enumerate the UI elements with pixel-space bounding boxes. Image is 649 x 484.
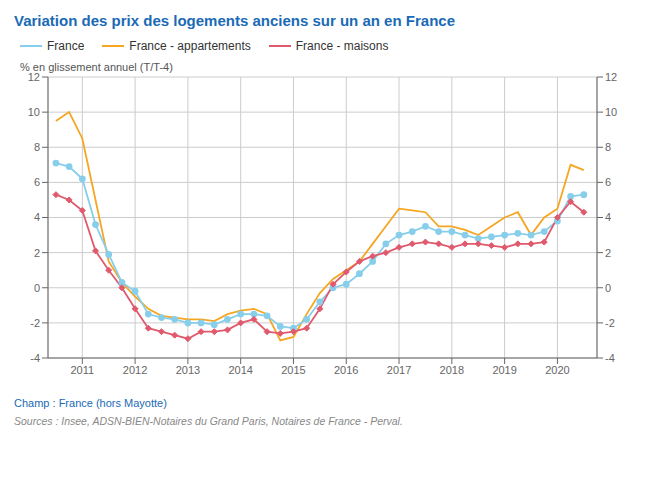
svg-text:2019: 2019	[492, 364, 516, 376]
svg-text:2015: 2015	[281, 364, 305, 376]
svg-text:6: 6	[34, 176, 40, 188]
svg-text:12: 12	[605, 71, 617, 83]
html-text:France - maisons: France - maisons	[295, 39, 389, 53]
svg-text:-2: -2	[605, 317, 615, 329]
svg-text:2012: 2012	[123, 364, 147, 376]
svg-text:0: 0	[34, 282, 40, 294]
html-text:% en glissement annuel (T/T-4): % en glissement annuel (T/T-4)	[20, 61, 173, 73]
html-text:Variation des prix des logemen: Variation des prix des logements anciens…	[14, 12, 455, 29]
svg-text:2013: 2013	[176, 364, 200, 376]
svg-text:2: 2	[34, 247, 40, 259]
svg-text:4: 4	[605, 211, 611, 223]
svg-text:2: 2	[605, 247, 611, 259]
svg-text:-4: -4	[30, 352, 40, 364]
html-text:France: France	[47, 39, 85, 53]
svg-text:8: 8	[605, 141, 611, 153]
html-text:Champ : France (hors Mayotte): Champ : France (hors Mayotte)	[14, 397, 167, 409]
svg-text:2016: 2016	[334, 364, 358, 376]
svg-text:2018: 2018	[440, 364, 464, 376]
html-text:Sources : Insee, ADSN-BIEN-Not: Sources : Insee, ADSN-BIEN-Notaires du G…	[14, 415, 403, 427]
svg-text:-4: -4	[605, 352, 615, 364]
svg-text:0: 0	[605, 282, 611, 294]
svg-text:2017: 2017	[387, 364, 411, 376]
svg-text:2020: 2020	[545, 364, 569, 376]
svg-text:10: 10	[28, 106, 40, 118]
html-text:France - appartements: France - appartements	[129, 39, 251, 53]
svg-text:2011: 2011	[70, 364, 94, 376]
svg-text:10: 10	[605, 106, 617, 118]
svg-text:8: 8	[34, 141, 40, 153]
svg-text:6: 6	[605, 176, 611, 188]
svg-text:12: 12	[28, 71, 40, 83]
svg-text:2014: 2014	[228, 364, 252, 376]
svg-text:-2: -2	[30, 317, 40, 329]
svg-text:4: 4	[34, 211, 40, 223]
